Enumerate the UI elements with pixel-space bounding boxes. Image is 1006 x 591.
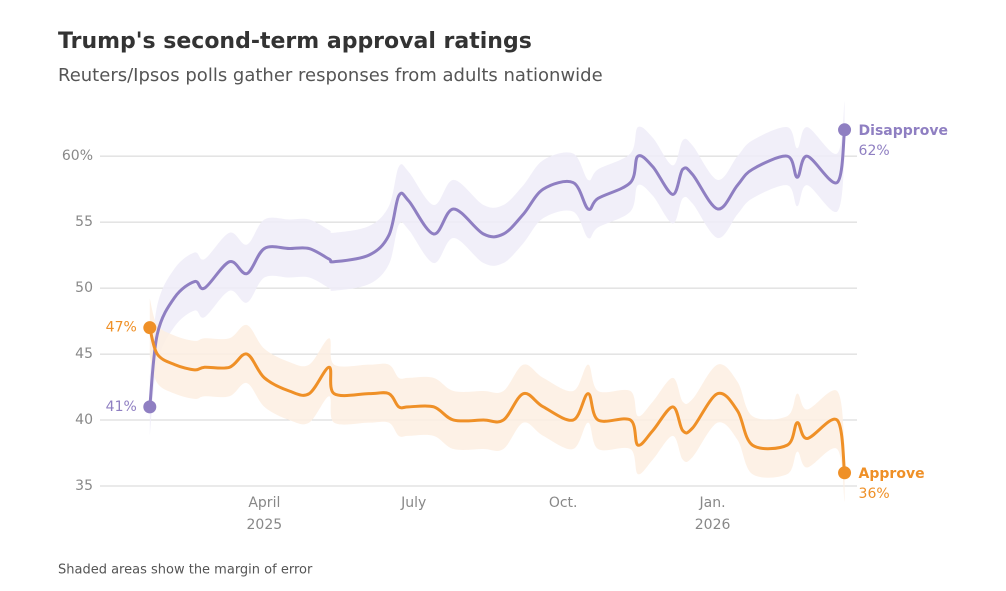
chart-subtitle: Reuters/Ipsos polls gather responses fro… <box>58 65 603 86</box>
line <box>148 129 847 407</box>
value-label: 36% <box>859 486 890 502</box>
y-tick-label: 50 <box>75 280 93 296</box>
end-dot <box>143 321 157 335</box>
x-tick-label: Jan. 2026 <box>695 495 731 533</box>
end-dot <box>143 400 157 414</box>
end-dot <box>838 466 852 480</box>
error-band <box>149 100 845 436</box>
value-label: 41% <box>106 399 137 415</box>
end-dot <box>838 123 852 137</box>
y-tick-label: 45 <box>75 346 93 362</box>
y-tick-label: 55 <box>75 214 93 230</box>
y-tick-label: 60% <box>62 148 93 164</box>
x-tick-label: Oct. <box>549 495 578 511</box>
y-tick-label: 40 <box>75 412 93 428</box>
value-label: 47% <box>106 320 137 336</box>
chart-title: Trump's second-term approval ratings <box>58 29 532 54</box>
value-label: 62% <box>859 143 890 159</box>
y-tick-label: 35 <box>75 478 93 494</box>
line-layer <box>148 129 847 474</box>
error-band <box>149 298 845 502</box>
chart-note: Shaded areas show the margin of error <box>58 563 313 578</box>
x-tick-label: July <box>400 495 426 511</box>
x-tick-label: April 2025 <box>247 495 283 533</box>
band-layer <box>149 100 845 502</box>
series-name: Disapprove <box>859 123 948 139</box>
line <box>148 327 847 474</box>
series-name: Approve <box>859 466 925 482</box>
